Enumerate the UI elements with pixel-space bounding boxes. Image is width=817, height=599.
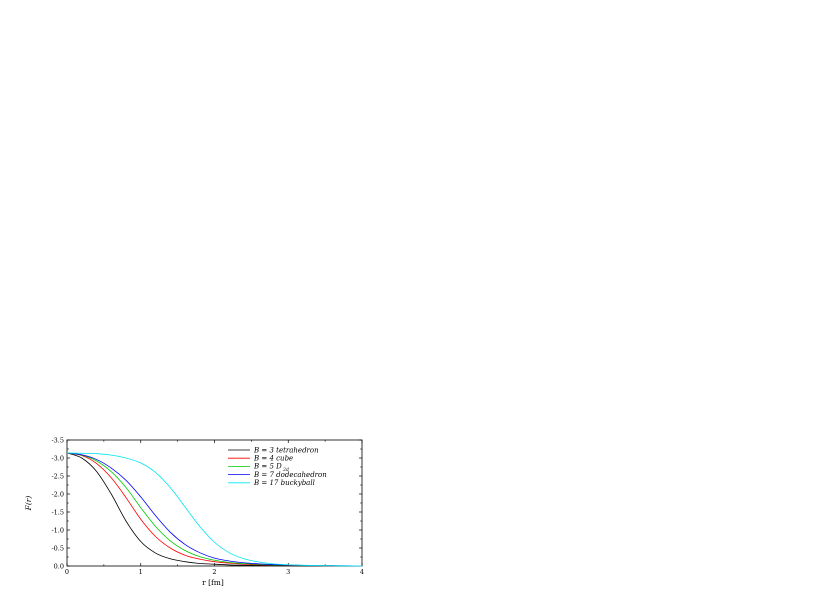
series-line-3 bbox=[66, 452, 363, 567]
y-tick-label: -1.0 bbox=[51, 526, 64, 534]
legend-label-2: B = 4 cube bbox=[253, 455, 293, 463]
y-axis: 0.0 -0.5 -1.0 -1.5 -2.0 -2.5 -3.0 -3.5 bbox=[51, 436, 362, 570]
y-tick-label: -1.5 bbox=[51, 508, 64, 516]
x-tick-label: 2 bbox=[212, 568, 216, 576]
x-tick-label: 1 bbox=[139, 568, 143, 576]
series-line-2 bbox=[66, 452, 363, 567]
series-lines bbox=[66, 452, 363, 567]
x-axis-label: r [fm] bbox=[202, 578, 224, 587]
y-tick-label: -2.5 bbox=[51, 472, 64, 480]
y-tick-label: 0.0 bbox=[54, 562, 64, 570]
plot-frame bbox=[66, 439, 363, 567]
series-line-5 bbox=[66, 452, 363, 567]
x-tick-label: 0 bbox=[65, 568, 69, 576]
y-tick-label: -0.5 bbox=[51, 544, 64, 552]
legend-label-5: B = 17 buckyball bbox=[253, 479, 315, 487]
legend-label-3: B = 5 D bbox=[253, 463, 282, 471]
legend-label-1: B = 3 tetrahedron bbox=[253, 446, 319, 454]
y-tick-label: -3.5 bbox=[51, 436, 64, 444]
y-axis-label: F(r) bbox=[24, 496, 33, 512]
x-tick-label: 4 bbox=[360, 568, 364, 576]
plot-border bbox=[66, 439, 363, 567]
y-tick-label: -2.0 bbox=[51, 490, 64, 498]
legend-label-4: B = 7 dodecahedron bbox=[253, 471, 327, 479]
x-tick-label: 3 bbox=[286, 568, 290, 576]
y-tick-label: -3.0 bbox=[51, 454, 64, 462]
legend-label-subscript: 2d bbox=[282, 467, 289, 473]
x-axis: 0 1 2 3 4 bbox=[65, 440, 364, 576]
series-line-4 bbox=[66, 452, 363, 567]
